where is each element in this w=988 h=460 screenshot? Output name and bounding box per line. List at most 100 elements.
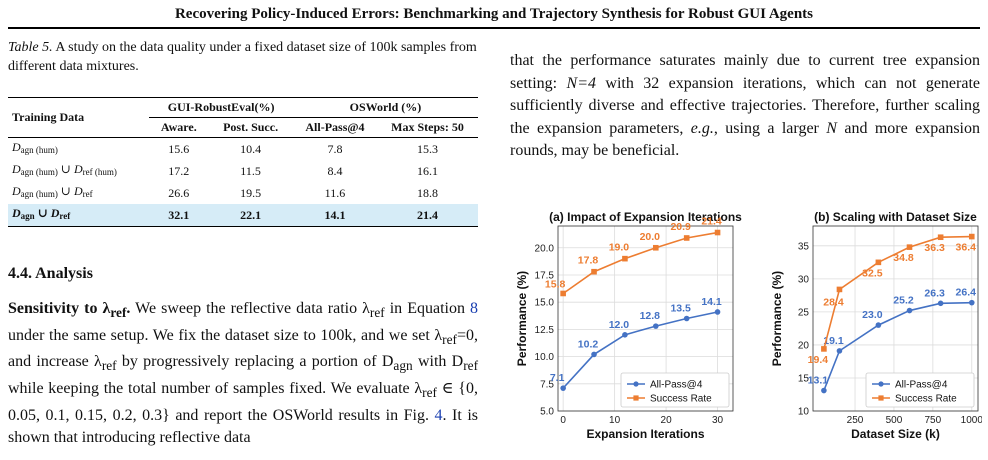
x-axis-label: Expansion Iterations (586, 427, 704, 441)
cell: 15.3 (417, 141, 438, 156)
row-label: Dagn (hum) ∪ Dref (12, 184, 93, 199)
x-tick-label: 500 (886, 415, 903, 426)
data-point (560, 290, 566, 297)
data-label: 12.0 (609, 319, 630, 331)
data-point (591, 268, 597, 275)
column-header: All-Pass@4 (292, 117, 377, 138)
results-table: Training Data GUI-RobustEval(%) OSWorld … (8, 97, 478, 227)
data-point (836, 348, 843, 354)
table-caption-label: Table 5. (8, 40, 53, 55)
data-point (875, 322, 882, 328)
cell: 11.6 (324, 185, 346, 200)
row-label: Dagn ∪ Dref (8, 204, 150, 227)
legend-box (865, 372, 975, 408)
table-caption-text: A study on the data quality under a fixe… (8, 40, 477, 74)
data-label: 10.2 (578, 338, 599, 350)
data-point (968, 299, 975, 306)
equation-link[interactable]: 8 (470, 300, 479, 317)
legend-box (620, 372, 730, 408)
data-label: 34.8 (893, 252, 914, 264)
y-tick-label: 20.0 (535, 243, 555, 254)
cell: 19.5 (240, 185, 262, 200)
legend-marker (633, 395, 639, 401)
cell: 22.1 (208, 204, 293, 227)
column-header: Aware. (149, 117, 209, 138)
y-tick-label: 17.5 (535, 270, 555, 281)
data-point (622, 332, 628, 338)
data-label: 13.1 (808, 375, 829, 387)
x-tick-label: 30 (712, 415, 724, 426)
data-label: 25.2 (893, 295, 914, 307)
plot-frame (812, 225, 979, 412)
figure: (a) Impact of Expansion Iterations 5.0 7.5… (508, 208, 983, 446)
cell: 11.5 (240, 163, 261, 178)
column-header: Post. Succ. (208, 117, 293, 138)
data-point (622, 255, 628, 262)
legend-marker (633, 381, 639, 387)
table-row: Dagn (hum) 15.6 10.4 7.8 15.3 (8, 138, 478, 161)
data-label: 26.3 (924, 287, 945, 299)
data-point (683, 235, 690, 241)
y-tick-label: 10.0 (535, 352, 555, 363)
legend-label: All-Pass@4 (895, 380, 948, 391)
section-heading: 4.4. Analysis (8, 265, 93, 282)
data-label: 36.4 (956, 242, 977, 254)
series-line (823, 301, 972, 391)
data-point (906, 307, 913, 314)
y-axis-label: Performance (%) (770, 271, 784, 366)
y-tick-label: 20 (798, 340, 810, 351)
data-point (937, 300, 944, 307)
data-point (821, 387, 827, 394)
table-row: Dagn (hum) ∪ Dref (hum) 17.2 11.5 8.4 16… (8, 160, 478, 182)
x-tick-label: 1000 (961, 415, 982, 426)
column-header: Max Steps: 50 (377, 117, 478, 138)
data-point (968, 233, 975, 240)
cell: 18.8 (417, 185, 438, 200)
data-point (591, 351, 597, 358)
row-header: Training Data (8, 97, 150, 138)
data-point (683, 315, 690, 322)
data-label: 26.4 (956, 287, 977, 299)
data-label: 13.5 (670, 303, 691, 315)
cell: 16.1 (417, 163, 438, 178)
chart-title: (b) Scaling with Dataset Size (814, 210, 977, 224)
y-tick-label: 15 (798, 373, 810, 384)
header-rule (8, 27, 980, 29)
data-point (560, 385, 566, 391)
data-point (821, 346, 827, 352)
data-point (714, 309, 721, 315)
row-label: Dagn (hum) (12, 140, 58, 155)
paragraph-runin: Sensitivity to λref. (8, 300, 131, 321)
running-head: Recovering Policy-Induced Errors: Benchm… (174, 6, 814, 22)
data-point (836, 286, 843, 293)
figure-link[interactable]: 4 (434, 406, 443, 424)
x-tick-label: 250 (847, 415, 864, 426)
legend-label: Success Rate (650, 394, 712, 405)
y-tick-label: 12.5 (535, 325, 555, 336)
data-label: 20.0 (640, 231, 661, 243)
y-tick-label: 5.0 (540, 407, 554, 418)
legend-label: All-Pass@4 (650, 380, 703, 391)
data-point (937, 234, 944, 241)
row-label: Dagn (hum) ∪ Dref (hum) (12, 162, 117, 177)
y-tick-label: 30 (798, 274, 810, 285)
cell: 7.8 (327, 141, 343, 156)
data-label: 14.1 (701, 296, 722, 308)
y-tick-label: 10 (798, 407, 810, 418)
legend-label: Success Rate (895, 394, 957, 405)
body-paragraph-left: Sensitivity to λref. We sweep the reflec… (8, 300, 479, 447)
cell: 10.4 (240, 141, 262, 156)
chart-title: (a) Impact of Expansion Iterations (549, 210, 742, 224)
cell: 21.4 (377, 204, 478, 227)
data-label: 36.3 (924, 242, 945, 254)
y-tick-label: 25 (798, 307, 810, 318)
data-point (906, 244, 913, 250)
data-label: 19.0 (609, 242, 630, 254)
data-label: 28.4 (823, 296, 844, 308)
data-point (714, 229, 721, 236)
data-label: 19.1 (823, 335, 844, 347)
legend-marker (878, 381, 884, 387)
table-row-highlighted: Dagn ∪ Dref 32.1 22.1 14.1 21.4 (8, 204, 478, 227)
cell: 26.6 (168, 185, 190, 200)
table-caption: Table 5. A study on the data quality und… (8, 38, 478, 76)
